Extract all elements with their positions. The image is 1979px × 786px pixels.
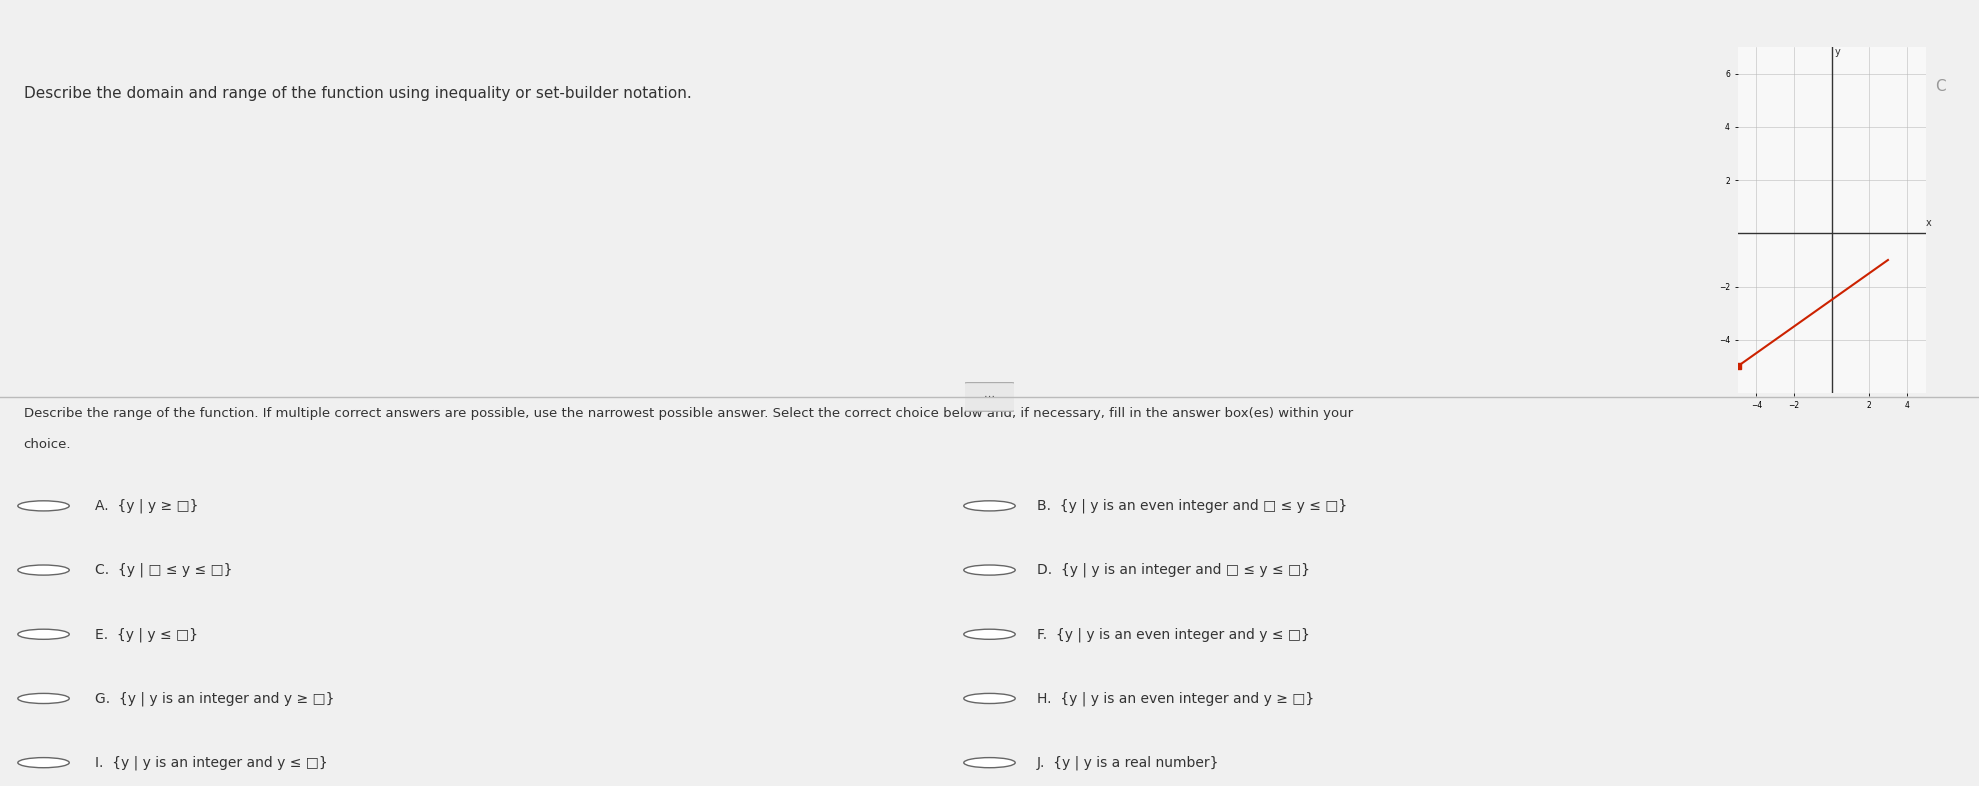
- Text: H.  {y | y is an even integer and y ≥ □}: H. {y | y is an even integer and y ≥ □}: [1037, 691, 1314, 706]
- Circle shape: [964, 565, 1015, 575]
- Circle shape: [18, 693, 69, 703]
- Text: D.  {y | y is an integer and □ ≤ y ≤ □}: D. {y | y is an integer and □ ≤ y ≤ □}: [1037, 563, 1310, 577]
- Text: Describe the range of the function. If multiple correct answers are possible, us: Describe the range of the function. If m…: [24, 406, 1354, 420]
- Text: y: y: [1835, 47, 1840, 57]
- Circle shape: [964, 630, 1015, 639]
- Text: ⋯: ⋯: [984, 392, 995, 402]
- Text: I.  {y | y is an integer and y ≤ □}: I. {y | y is an integer and y ≤ □}: [95, 755, 329, 770]
- Circle shape: [18, 758, 69, 768]
- Text: C: C: [1935, 79, 1945, 94]
- FancyBboxPatch shape: [964, 383, 1015, 411]
- Circle shape: [18, 630, 69, 639]
- Circle shape: [18, 565, 69, 575]
- Text: E.  {y | y ≤ □}: E. {y | y ≤ □}: [95, 627, 198, 641]
- Text: J.  {y | y is a real number}: J. {y | y is a real number}: [1037, 755, 1219, 770]
- Text: A.  {y | y ≥ □}: A. {y | y ≥ □}: [95, 498, 198, 513]
- Text: Describe the domain and range of the function using inequality or set-builder no: Describe the domain and range of the fun…: [24, 86, 691, 101]
- Text: G.  {y | y is an integer and y ≥ □}: G. {y | y is an integer and y ≥ □}: [95, 691, 334, 706]
- Text: F.  {y | y is an even integer and y ≤ □}: F. {y | y is an even integer and y ≤ □}: [1037, 627, 1310, 641]
- Circle shape: [964, 758, 1015, 768]
- Circle shape: [964, 693, 1015, 703]
- Circle shape: [964, 501, 1015, 511]
- Circle shape: [18, 501, 69, 511]
- Text: C.  {y | □ ≤ y ≤ □}: C. {y | □ ≤ y ≤ □}: [95, 563, 232, 577]
- Text: choice.: choice.: [24, 438, 71, 451]
- Text: x: x: [1926, 218, 1932, 228]
- Text: B.  {y | y is an even integer and □ ≤ y ≤ □}: B. {y | y is an even integer and □ ≤ y ≤…: [1037, 498, 1348, 513]
